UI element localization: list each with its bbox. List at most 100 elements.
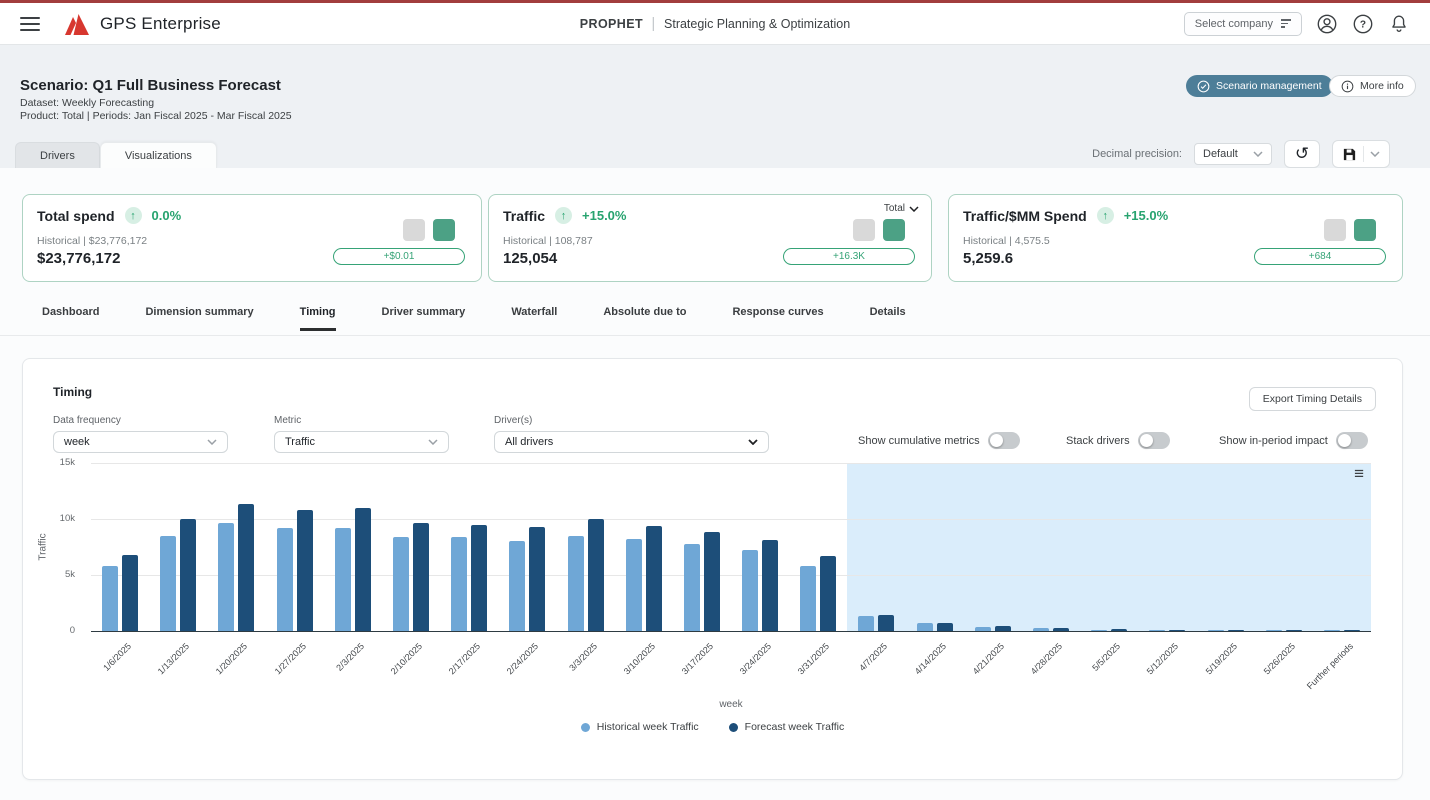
tab-drivers[interactable]: Drivers bbox=[15, 142, 100, 168]
bar-forecast[interactable] bbox=[180, 519, 196, 631]
bar-historical[interactable] bbox=[160, 536, 176, 631]
comparison-chip-historical[interactable] bbox=[403, 219, 425, 241]
subtab-absolute-due-to[interactable]: Absolute due to bbox=[603, 306, 686, 331]
panel-title: Timing bbox=[53, 385, 92, 399]
bar-historical[interactable] bbox=[917, 623, 933, 631]
bar-historical[interactable] bbox=[975, 627, 991, 631]
bar-forecast[interactable] bbox=[937, 623, 953, 631]
gridline bbox=[91, 463, 1371, 464]
bar-forecast[interactable] bbox=[588, 519, 604, 631]
bar-historical[interactable] bbox=[102, 566, 118, 631]
bar-historical[interactable] bbox=[277, 528, 293, 631]
decimal-precision-select[interactable]: Default bbox=[1194, 143, 1272, 165]
bar-forecast[interactable] bbox=[704, 532, 720, 631]
more-info-button[interactable]: More info bbox=[1329, 75, 1416, 97]
tab-visualizations[interactable]: Visualizations bbox=[100, 142, 217, 168]
data-frequency-select[interactable]: week bbox=[53, 431, 228, 453]
bar-historical[interactable] bbox=[742, 550, 758, 631]
chevron-down-icon bbox=[909, 206, 919, 212]
bar-forecast[interactable] bbox=[413, 523, 429, 631]
legend-item-historical[interactable]: Historical week Traffic bbox=[581, 721, 699, 733]
up-arrow-icon: ↑ bbox=[1097, 207, 1114, 224]
bar-historical[interactable] bbox=[1033, 628, 1049, 631]
export-timing-details-button[interactable]: Export Timing Details bbox=[1249, 387, 1376, 411]
bar-forecast[interactable] bbox=[297, 510, 313, 631]
in-period-impact-switch[interactable] bbox=[1336, 432, 1368, 449]
comparison-chip-historical[interactable] bbox=[1324, 219, 1346, 241]
bar-forecast[interactable] bbox=[238, 504, 254, 631]
help-icon[interactable]: ? bbox=[1352, 13, 1374, 35]
bar-forecast[interactable] bbox=[1169, 630, 1185, 631]
bar-forecast[interactable] bbox=[820, 556, 836, 631]
subtab-details[interactable]: Details bbox=[870, 306, 906, 331]
bar-forecast[interactable] bbox=[878, 615, 894, 631]
bar-historical[interactable] bbox=[1091, 630, 1107, 631]
up-arrow-icon: ↑ bbox=[125, 207, 142, 224]
kpi-card-traffic: Traffic ↑ +15.0% Total Historical | 108,… bbox=[488, 194, 932, 282]
subtab-dashboard[interactable]: Dashboard bbox=[42, 306, 99, 331]
x-axis-label: 3/3/2025 bbox=[567, 641, 599, 673]
chevron-down-icon bbox=[207, 439, 217, 445]
subtab-response-curves[interactable]: Response curves bbox=[732, 306, 823, 331]
drivers-select[interactable]: All drivers bbox=[494, 431, 769, 453]
reset-button[interactable]: ↺ bbox=[1284, 140, 1320, 168]
bar-historical[interactable] bbox=[1208, 630, 1224, 631]
up-arrow-icon: ↑ bbox=[555, 207, 572, 224]
select-company-label: Select company bbox=[1195, 18, 1273, 30]
bar-historical[interactable] bbox=[858, 616, 874, 631]
toggle-show-in-period-impact: Show in-period impact bbox=[1219, 432, 1368, 449]
header-actions: Select company ? bbox=[1184, 12, 1410, 36]
comparison-chip-scenario[interactable] bbox=[433, 219, 455, 241]
bar-forecast[interactable] bbox=[762, 540, 778, 631]
bar-historical[interactable] bbox=[509, 541, 525, 631]
bar-historical[interactable] bbox=[1266, 630, 1282, 631]
bar-historical[interactable] bbox=[1324, 630, 1340, 631]
check-circle-icon bbox=[1197, 80, 1210, 93]
cumulative-metrics-switch[interactable] bbox=[988, 432, 1020, 449]
toggle-label: Show in-period impact bbox=[1219, 435, 1328, 447]
bar-historical[interactable] bbox=[684, 544, 700, 631]
subtab-dimension-summary[interactable]: Dimension summary bbox=[145, 306, 253, 331]
chevron-down-icon[interactable] bbox=[1370, 151, 1380, 157]
chart-context-menu-icon[interactable]: ≡ bbox=[1354, 465, 1364, 482]
subtab-waterfall[interactable]: Waterfall bbox=[511, 306, 557, 331]
bar-forecast[interactable] bbox=[529, 527, 545, 631]
account-icon[interactable] bbox=[1316, 13, 1338, 35]
metric-select[interactable]: Traffic bbox=[274, 431, 449, 453]
bar-forecast[interactable] bbox=[355, 508, 371, 631]
notifications-bell-icon[interactable] bbox=[1388, 13, 1410, 35]
bar-forecast[interactable] bbox=[1344, 630, 1360, 631]
bar-forecast[interactable] bbox=[471, 525, 487, 631]
comparison-chip-scenario[interactable] bbox=[1354, 219, 1376, 241]
bar-forecast[interactable] bbox=[1111, 629, 1127, 631]
bar-historical[interactable] bbox=[451, 537, 467, 631]
product-name: PROPHET bbox=[580, 17, 643, 31]
bar-forecast[interactable] bbox=[122, 555, 138, 631]
scenario-management-button[interactable]: Scenario management bbox=[1186, 75, 1333, 97]
subtab-timing[interactable]: Timing bbox=[300, 306, 336, 331]
x-axis-label: 4/21/2025 bbox=[970, 641, 1005, 676]
select-company-button[interactable]: Select company bbox=[1184, 12, 1302, 36]
bar-forecast[interactable] bbox=[646, 526, 662, 631]
dimension-selector[interactable]: Total bbox=[884, 203, 919, 214]
bar-historical[interactable] bbox=[568, 536, 584, 631]
bar-historical[interactable] bbox=[218, 523, 234, 631]
bar-historical[interactable] bbox=[800, 566, 816, 631]
subtab-driver-summary[interactable]: Driver summary bbox=[382, 306, 466, 331]
legend-item-forecast[interactable]: Forecast week Traffic bbox=[729, 721, 845, 733]
bar-historical[interactable] bbox=[393, 537, 409, 631]
comparison-chip-historical[interactable] bbox=[853, 219, 875, 241]
bar-forecast[interactable] bbox=[1228, 630, 1244, 631]
stack-drivers-switch[interactable] bbox=[1138, 432, 1170, 449]
bar-historical[interactable] bbox=[626, 539, 642, 631]
forecast-region bbox=[847, 463, 1371, 631]
bar-forecast[interactable] bbox=[1286, 630, 1302, 631]
x-axis-label: 1/27/2025 bbox=[272, 641, 307, 676]
save-button[interactable] bbox=[1332, 140, 1390, 168]
bar-historical[interactable] bbox=[335, 528, 351, 631]
bar-forecast[interactable] bbox=[995, 626, 1011, 631]
comparison-chip-scenario[interactable] bbox=[883, 219, 905, 241]
bar-forecast[interactable] bbox=[1053, 628, 1069, 631]
menu-icon[interactable] bbox=[20, 17, 40, 31]
bar-historical[interactable] bbox=[1149, 630, 1165, 631]
